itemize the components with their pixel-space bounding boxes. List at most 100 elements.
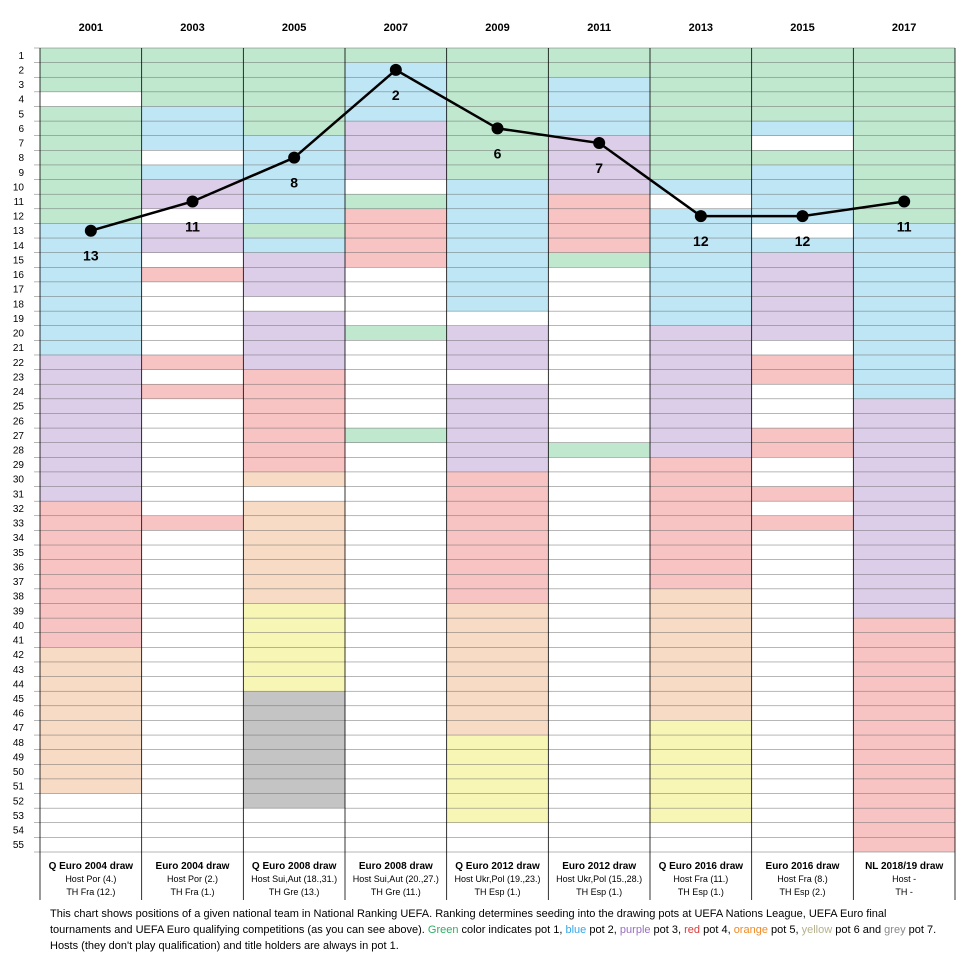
pot-band-2009-23 [446, 369, 549, 385]
rank-tick-label: 22 [13, 358, 25, 369]
rank-tick-label: 15 [13, 255, 25, 266]
pot-band-2003-5 [141, 106, 244, 151]
pot-band-2009-30 [446, 471, 549, 604]
pot-band-2015-14 [751, 238, 854, 253]
caption-part5: pot 4, [700, 924, 734, 936]
pot-band-2003-15 [141, 252, 244, 268]
rank-tick-label: 47 [13, 723, 25, 734]
year-header: 2013 [689, 22, 713, 34]
competition-label: Q Euro 2004 draw [49, 861, 134, 872]
rank-tick-label: 43 [13, 665, 25, 676]
ranking-point-2011 [593, 137, 606, 150]
rank-tick-label: 19 [13, 314, 25, 325]
pot-band-2015-24 [751, 384, 854, 429]
caption-part8: pot 7. Hosts (they don't play qualificat… [50, 924, 937, 952]
rank-tick-label: 33 [13, 519, 25, 530]
pot-band-2003-33 [141, 515, 244, 531]
rank-tick-label: 29 [13, 460, 25, 471]
pot-band-2003-12 [141, 208, 244, 224]
rank-tick-label: 6 [18, 124, 24, 135]
rank-tick-label: 42 [13, 650, 25, 661]
rank-tick-label: 18 [13, 299, 25, 310]
rank-tick-label: 52 [13, 796, 25, 807]
holder-label: TH Esp (1.) [678, 887, 724, 897]
caption-part1: This chart shows positions of a given na… [50, 908, 887, 936]
year-header: 2009 [485, 22, 509, 34]
pot-band-2007-27 [345, 428, 447, 443]
rank-tick-label: 49 [13, 752, 25, 763]
pot-band-2009-39 [446, 603, 549, 736]
pot-band-2015-32 [751, 501, 854, 516]
rank-tick-label: 14 [13, 241, 25, 252]
rank-tick-label: 7 [18, 139, 24, 150]
caption-grey: grey [884, 924, 906, 936]
pot-band-2009-10 [446, 179, 549, 312]
rank-tick-label: 41 [13, 636, 25, 647]
rank-tick-label: 36 [13, 562, 25, 573]
host-label: Host - [892, 874, 916, 884]
pot-band-2017-25 [853, 398, 955, 619]
rank-tick-label: 3 [18, 80, 24, 91]
rank-tick-label: 34 [13, 533, 25, 544]
rank-tick-label: 24 [13, 387, 25, 398]
pot-band-2013-47 [650, 720, 752, 823]
pot-band-2015-33 [751, 515, 854, 531]
host-label: Host Sui,Aut (20.,27.) [353, 874, 439, 884]
rank-tick-label: 4 [18, 95, 24, 106]
competition-label: Euro 2008 draw [359, 861, 433, 872]
rank-tick-label: 28 [13, 446, 25, 457]
pot-band-2011-29 [548, 457, 650, 852]
holder-label: TH Esp (1.) [576, 887, 622, 897]
pot-band-2005-18 [243, 296, 345, 312]
pot-band-2007-20 [345, 325, 447, 341]
holder-label: TH Fra (1.) [171, 887, 215, 897]
pot-band-2003-22 [141, 354, 244, 370]
pot-band-2013-1 [650, 48, 752, 180]
year-header: 2007 [384, 22, 408, 34]
rank-tick-label: 35 [13, 548, 25, 559]
pot-band-2005-13 [243, 223, 345, 239]
rank-tick-label: 2 [18, 65, 24, 76]
rank-tick-label: 51 [13, 782, 25, 793]
ranking-value-label: 11 [185, 218, 200, 234]
caption-part2: color indicates pot 1, [458, 924, 566, 936]
pot-band-2009-20 [446, 325, 549, 370]
host-label: Host Ukr,Pol (19.,23.) [454, 874, 540, 884]
rank-tick-label: 50 [13, 767, 25, 778]
rank-tick-label: 39 [13, 606, 25, 617]
pot-band-2001-1 [40, 48, 142, 92]
pot-band-2003-8 [141, 150, 244, 165]
rank-tick-label: 54 [13, 826, 25, 837]
rank-tick-label: 44 [13, 679, 25, 690]
rank-tick-label: 37 [13, 577, 25, 588]
pot-band-2003-9 [141, 164, 244, 180]
rank-tick-label: 13 [13, 226, 25, 237]
competition-label: Q Euro 2012 draw [455, 861, 540, 872]
pot-band-2011-28 [548, 442, 650, 458]
pot-band-2003-23 [141, 369, 244, 385]
pot-band-2001-12 [40, 208, 142, 224]
pot-band-2011-15 [548, 252, 650, 268]
pot-band-2013-11 [650, 194, 752, 209]
pot-band-2001-13 [40, 223, 142, 355]
pot-band-2007-1 [345, 48, 447, 63]
host-label: Host Por (2.) [167, 874, 218, 884]
holder-label: TH Fra (12.) [66, 887, 115, 897]
caption-purple: purple [619, 924, 651, 936]
ranking-value-label: 13 [83, 248, 99, 264]
rank-tick-label: 40 [13, 621, 25, 632]
pot-band-2005-53 [243, 808, 345, 852]
competition-label: NL 2018/19 draw [865, 861, 943, 872]
pot-band-2005-31 [243, 486, 345, 502]
host-label: Host Ukr,Pol (15.,28.) [556, 874, 642, 884]
year-header: 2001 [79, 22, 103, 34]
holder-label: TH - [895, 887, 913, 897]
ranking-point-2017 [898, 195, 911, 208]
ranking-value-label: 12 [795, 233, 811, 249]
competition-label: Q Euro 2016 draw [659, 861, 744, 872]
ranking-value-label: 6 [494, 145, 502, 161]
host-label: Host Por (4.) [65, 874, 116, 884]
pot-band-2015-13 [751, 223, 854, 239]
holder-label: TH Esp (1.) [474, 887, 520, 897]
caption-green: Green [427, 924, 459, 936]
